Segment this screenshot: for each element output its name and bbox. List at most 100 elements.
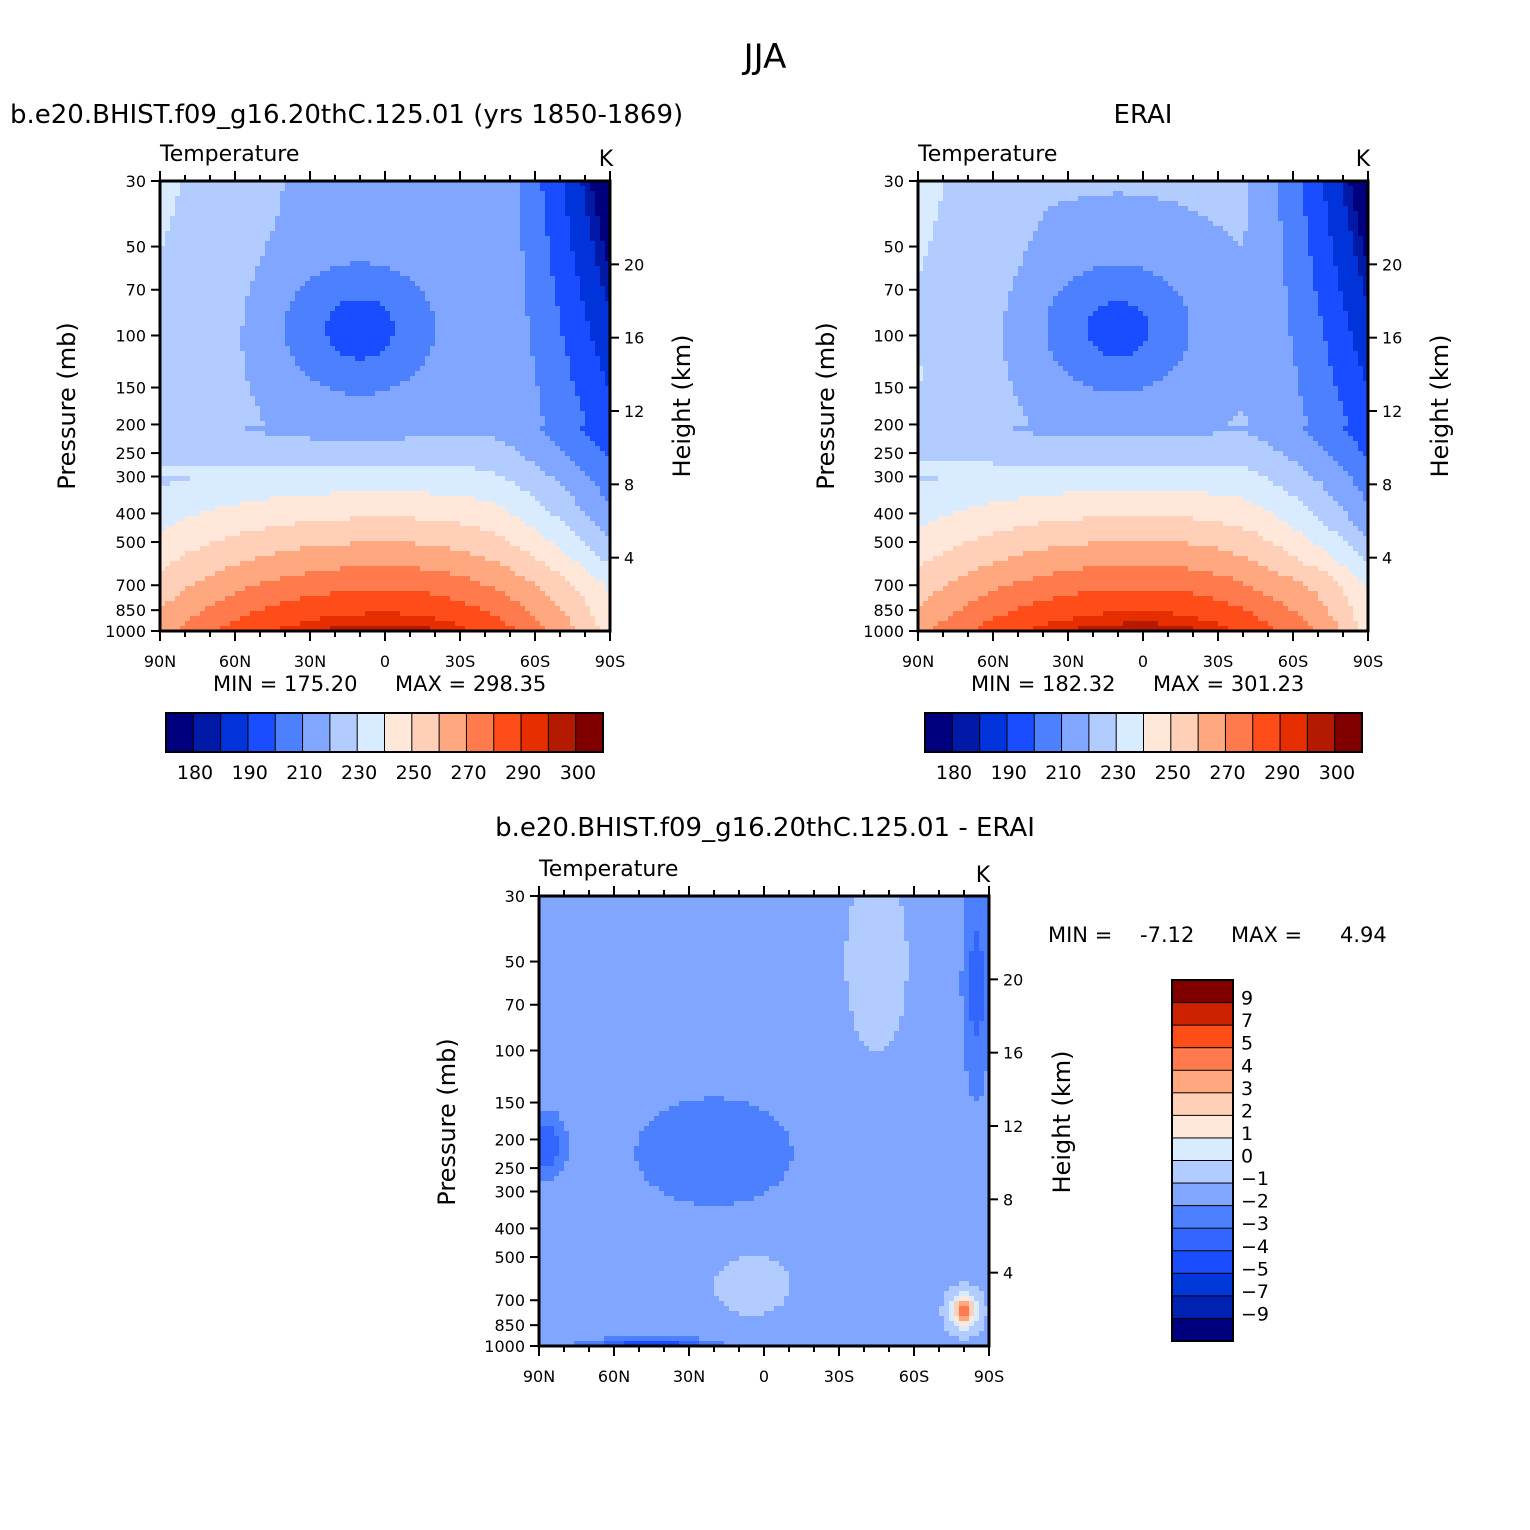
contour-cell: [943, 181, 949, 462]
contour-cell: [948, 616, 954, 632]
contour-cell: [450, 621, 456, 632]
contour-cell: [415, 491, 421, 522]
contour-cell: [600, 241, 606, 287]
colorbar-swatch: [1171, 1160, 1234, 1184]
pressure-tick-label: 300: [115, 467, 146, 486]
contour-cell: [295, 496, 301, 522]
contour-cell: [1168, 626, 1174, 632]
contour-cell: [1343, 181, 1349, 207]
contour-cell: [724, 896, 730, 1102]
contour-cell: [644, 1126, 650, 1182]
contour-cell: [440, 521, 446, 547]
colorbar-swatch: [329, 712, 359, 753]
contour-cell: [1253, 471, 1259, 507]
contour-cell: [699, 896, 705, 1102]
contour-cell: [1103, 566, 1109, 592]
contour-cell: [1108, 466, 1114, 492]
contour-cell: [1208, 546, 1214, 572]
contour-cell: [1363, 586, 1369, 632]
contour-cell: [704, 1206, 710, 1342]
contour-cell: [1318, 546, 1324, 572]
contour-cell: [335, 306, 341, 352]
contour-cell: [923, 461, 929, 477]
contour-cell: [1158, 626, 1164, 632]
contour-cell: [1338, 536, 1344, 567]
contour-cell: [165, 566, 171, 602]
contour-cell: [410, 616, 416, 627]
contour-cell: [210, 541, 216, 577]
contour-cell: [1253, 436, 1259, 472]
contour-cell: [515, 451, 521, 487]
contour-cell: [240, 531, 246, 562]
contour-cell: [1323, 491, 1329, 527]
contour-cell: [565, 581, 571, 617]
contour-cell: [1193, 466, 1199, 492]
contour-cell: [385, 266, 391, 312]
contour-cell: [1253, 506, 1259, 532]
contour-cell: [1163, 611, 1169, 627]
contour-cell: [1363, 381, 1369, 457]
contour-cell: [585, 516, 591, 547]
contour-cell: [899, 906, 905, 1017]
contour-cell: [595, 581, 601, 627]
colorbar-label: 190: [232, 762, 268, 784]
contour-cell: [490, 436, 496, 472]
contour-cell: [674, 1336, 680, 1342]
contour-cell: [1328, 456, 1334, 497]
contour-cell: [220, 506, 226, 542]
contour-cell: [929, 896, 935, 1347]
contour-cell: [495, 441, 501, 477]
contour-cell: [455, 496, 461, 522]
contour-cell: [245, 296, 251, 382]
contour-cell: [1098, 626, 1104, 632]
contour-cell: [714, 1276, 720, 1297]
contour-cell: [300, 436, 306, 467]
height-tick-label: 8: [1382, 475, 1392, 494]
contour-cell: [1143, 341, 1149, 387]
contour-cell: [1238, 556, 1244, 582]
contour-cell: [330, 346, 336, 392]
contour-cell: [185, 621, 191, 632]
contour-cell: [345, 616, 351, 627]
contour-cell: [425, 466, 431, 492]
contour-cell: [1163, 181, 1169, 202]
contour-cell: [1328, 496, 1334, 532]
contour-cell: [984, 1316, 990, 1347]
contour-cell: [1298, 501, 1304, 532]
contour-cell: [1123, 391, 1129, 437]
contour-cell: [355, 361, 361, 397]
contour-cell: [1053, 496, 1059, 522]
contour-cell: [1298, 531, 1304, 562]
contour-cell: [210, 576, 216, 607]
contour-cell: [959, 1316, 965, 1322]
contour-cell: [1338, 466, 1344, 507]
contour-cell: [325, 336, 331, 387]
contour-cell: [1078, 571, 1084, 592]
contour-cell: [505, 626, 511, 632]
contour-cell: [1073, 381, 1079, 437]
contour-cell: [904, 981, 910, 1347]
contour-cell: [570, 381, 576, 462]
contour-cell: [689, 1336, 695, 1342]
contour-cell: [250, 466, 256, 502]
contour-cell: [330, 626, 336, 632]
contour-cell: [290, 181, 296, 302]
panel-model: b.e20.BHIST.f09_g16.20thC.125.01 (yrs 18…: [10, 100, 696, 784]
contour-cell: [928, 596, 934, 632]
contour-cell: [305, 376, 311, 437]
contour-cell: [195, 616, 201, 632]
colorbar-swatch: [274, 712, 304, 753]
contour-cell: [295, 601, 301, 627]
contour-cell: [1358, 556, 1364, 582]
contour-cell: [1233, 556, 1239, 582]
contour-cell: [918, 526, 924, 567]
contour-cell: [460, 626, 466, 632]
contour-cell: [1273, 181, 1279, 452]
contour-cell: [1183, 616, 1189, 627]
contour-cell: [1088, 436, 1094, 467]
panel-erai-title: ERAI: [1114, 100, 1173, 130]
contour-cell: [515, 601, 521, 632]
contour-cell: [1133, 621, 1139, 632]
contour-cell: [1053, 296, 1059, 362]
